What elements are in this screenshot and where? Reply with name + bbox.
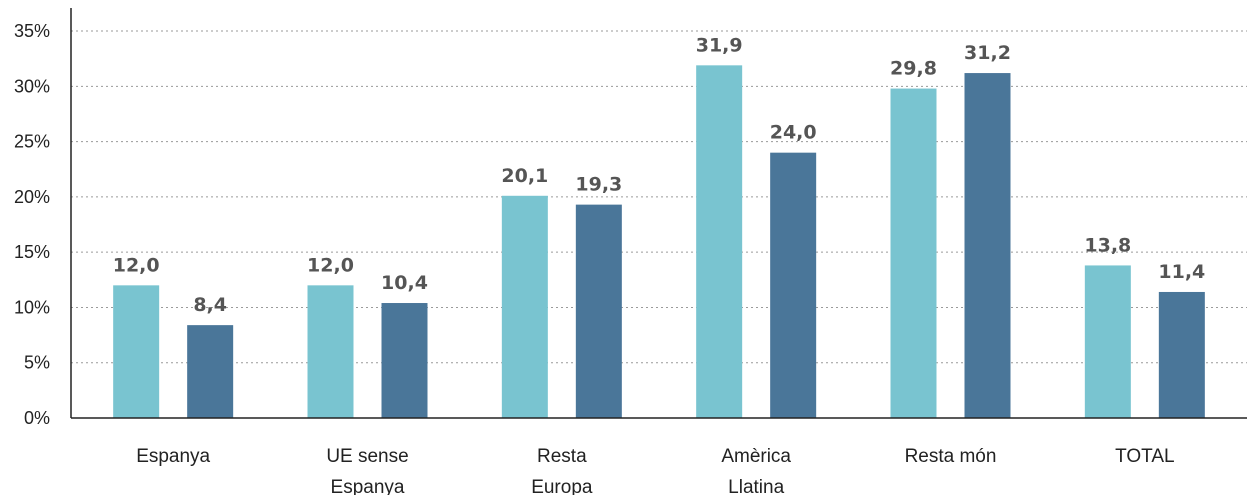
bar-series-2 [964, 73, 1011, 419]
category-label: Espanya [331, 477, 405, 495]
bar-series-2 [1158, 291, 1205, 418]
category-label: UE sense [326, 446, 408, 467]
category-label: Resta món [905, 446, 997, 467]
axes: 0% 5% 10% 15% 20% 25% 30% 35% Espanya UE sense Esp… [14, 8, 1247, 495]
bar-series-1 [1084, 265, 1131, 418]
bar-series-2 [381, 303, 428, 418]
y-tick-label: 35% [14, 21, 50, 41]
gridlines [71, 30, 1247, 364]
y-tick-label: 25% [14, 132, 50, 152]
bar-series-1 [113, 285, 160, 418]
data-label: 10,4 [381, 272, 428, 294]
y-tick-label: 30% [14, 76, 50, 96]
bar-series-1 [696, 65, 743, 419]
bars [113, 65, 1205, 419]
category-label: Amèrica [721, 446, 791, 467]
data-label: 31,9 [696, 34, 743, 56]
data-label: 20,1 [501, 165, 548, 187]
y-tick-label: 0% [24, 408, 50, 428]
data-label: 19,3 [575, 174, 622, 196]
y-tick-label: 15% [14, 242, 50, 262]
data-label: 29,8 [890, 58, 937, 80]
data-label: 8,4 [193, 294, 227, 316]
bar-series-1 [501, 195, 548, 418]
data-label: 12,0 [307, 254, 354, 276]
category-label: TOTAL [1115, 446, 1174, 467]
data-label: 24,0 [770, 122, 817, 144]
bar-series-2 [770, 152, 817, 418]
bar-series-2 [575, 204, 622, 418]
bar-series-1 [307, 285, 354, 418]
category-label: Espanya [136, 446, 210, 467]
y-tick-label: 20% [14, 187, 50, 207]
bar-series-2 [187, 325, 234, 418]
y-tick-label: 5% [24, 353, 50, 373]
data-label: 31,2 [964, 42, 1011, 64]
category-label: Llatina [728, 477, 784, 495]
y-tick-label: 10% [14, 297, 50, 317]
data-labels: 12,0 8,4 12,0 10,4 20,1 19,3 31,9 24,0 29,8 31,2 1… [113, 34, 1206, 316]
data-label: 12,0 [113, 254, 160, 276]
category-label: Europa [531, 477, 593, 495]
bar-series-1 [890, 88, 937, 419]
category-label: Resta [537, 446, 587, 467]
data-label: 11,4 [1158, 261, 1205, 283]
data-label: 13,8 [1084, 234, 1131, 256]
